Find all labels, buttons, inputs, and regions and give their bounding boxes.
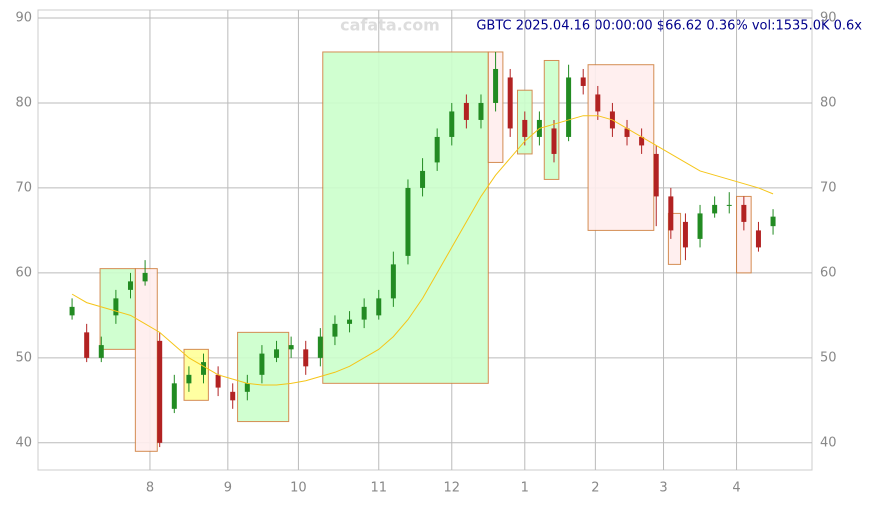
candle-body [69,306,75,316]
candle-body [142,272,148,282]
candle-body [274,349,280,358]
y-tick-label-right: 70 [820,180,837,195]
candle-body [215,374,221,388]
candle-body [113,298,119,316]
candle-body [551,128,557,154]
y-tick-label-right: 80 [820,95,837,110]
candle-body [434,136,440,163]
candle-body [741,204,747,222]
x-tick-label: 9 [224,481,232,496]
candle-body [259,353,265,375]
zone [543,59,560,180]
candle-body [726,204,732,206]
y-tick-label: 70 [15,180,32,195]
moving-average [71,115,774,386]
candle-body [303,349,309,367]
x-tick-label: 12 [444,481,461,496]
candle-body [770,216,776,227]
candle-body [420,170,426,188]
candle-body [478,102,484,120]
candle-body [244,383,250,392]
y-tick-label: 40 [15,435,32,450]
candle-body [127,281,133,290]
candle-body [376,298,382,316]
zone [237,331,290,423]
y-tick-label: 50 [15,350,32,365]
candle-body [712,204,718,214]
candle-body [463,102,469,120]
candle-body [697,213,703,239]
candle-body [230,391,236,401]
candle-body [595,94,601,112]
x-tick-label: 2 [591,481,599,496]
y-tick-label-right: 90 [820,10,837,25]
watermark: cafata.com [340,16,440,35]
x-tick-label: 3 [659,481,667,496]
candle-body [201,362,207,375]
plot-frame [37,9,813,471]
y-tick-label: 80 [15,95,32,110]
candle-body [361,306,367,320]
chart-title: GBTC 2025.04.16 00:00:00 $66.62 0.36% vo… [476,19,862,34]
y-tick-label: 60 [15,265,32,280]
candle-body [347,319,353,324]
candle-body [288,345,294,350]
candle-body [98,345,104,358]
candle-body [624,128,630,137]
candle-body [390,264,396,299]
candle-body [668,196,674,231]
candle-body [522,119,528,137]
candle-body [84,332,90,358]
candle-body [639,136,645,146]
x-tick-label: 10 [290,481,307,496]
candle-body [507,77,513,129]
candle-body [157,340,163,443]
x-tick-label: 11 [370,481,387,496]
x-tick-label: 8 [146,481,154,496]
candle-body [186,374,192,384]
zone [587,64,655,231]
candle-body [580,77,586,86]
candle-body [405,187,411,256]
x-tick-label: 4 [732,481,740,496]
candle-body [653,153,659,197]
candle-body [317,336,323,358]
candle-body [755,230,761,248]
candle-body [682,221,688,248]
zone [134,268,158,452]
y-tick-label-right: 40 [820,435,837,450]
y-tick-label-right: 60 [820,265,837,280]
candle-body [449,111,455,137]
candle-body [171,383,177,409]
y-tick-label: 90 [15,10,32,25]
candle-body [566,77,572,137]
y-tick-label-right: 50 [820,350,837,365]
x-tick-label: 1 [521,481,529,496]
candle-body [332,323,338,337]
candle-body [493,68,499,103]
